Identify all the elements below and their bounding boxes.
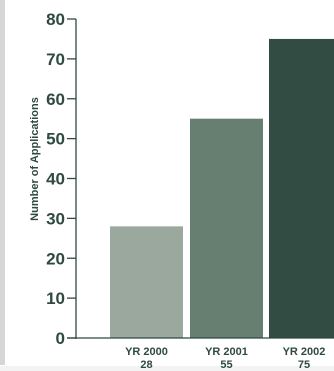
y-tick-label: 80: [46, 10, 65, 29]
y-tick-label: 20: [46, 249, 65, 268]
y-tick-label: 10: [46, 289, 65, 308]
y-tick-label: 40: [46, 170, 65, 189]
y-axis-title: Number of Applications: [29, 97, 41, 221]
value-label: 55: [220, 359, 232, 371]
left-border: [0, 0, 5, 365]
category-label: YR 2000: [125, 346, 168, 358]
bar-yr-2001: [190, 118, 263, 338]
y-tick-label: 0: [56, 329, 65, 348]
y-tick-label: 30: [46, 209, 65, 228]
bar-yr-2002: [269, 38, 334, 338]
bar-yr-2000: [110, 226, 183, 338]
value-label: 75: [298, 359, 310, 371]
bars-group: [110, 38, 334, 338]
category-label: YR 2001: [205, 346, 248, 358]
bottom-border: [0, 366, 334, 371]
value-label: 28: [140, 359, 152, 371]
y-tick-label: 60: [46, 90, 65, 109]
y-tick-label: 70: [46, 50, 65, 69]
y-tick-label: 50: [46, 130, 65, 149]
y-axis-ticks: 0 10 20 30 40 50 60 70 80: [46, 10, 76, 348]
category-label: YR 2002: [283, 346, 326, 358]
